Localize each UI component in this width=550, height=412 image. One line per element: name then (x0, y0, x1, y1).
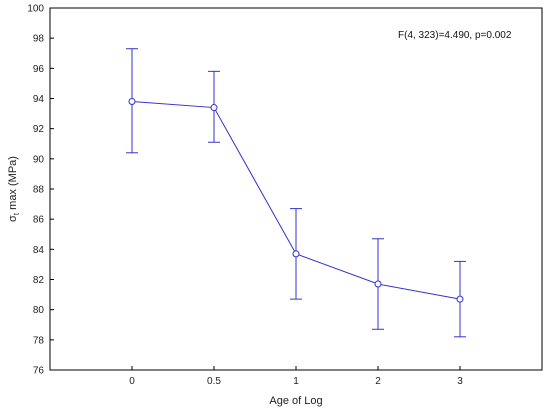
y-tick-label: 84 (33, 245, 45, 256)
x-axis-title: Age of Log (269, 395, 322, 407)
y-axis: 76 78 80 82 84 86 88 90 92 94 96 98 100 (27, 4, 54, 377)
data-points (128, 98, 464, 303)
x-tick-label: 3 (457, 376, 463, 387)
y-tick-label: 96 (33, 64, 45, 75)
y-axis-title-symbol: σ (7, 215, 19, 222)
y-tick-label: 100 (27, 4, 44, 15)
y-tick-label: 86 (33, 215, 45, 226)
y-tick-label: 88 (33, 185, 45, 196)
y-tick-label: 98 (33, 34, 45, 45)
x-tick-label: 0 (129, 376, 135, 387)
y-tick-label: 90 (33, 154, 45, 165)
y-axis-title-rest: max (MPa) (7, 156, 19, 213)
x-tick-label: 2 (375, 376, 381, 387)
y-tick-label: 80 (33, 305, 45, 316)
y-tick-label: 78 (33, 335, 45, 346)
y-tick-label: 94 (33, 94, 45, 105)
y-tick-label: 76 (33, 366, 45, 377)
data-point (374, 280, 382, 288)
data-point (128, 98, 136, 106)
data-point (292, 250, 300, 258)
x-tick-label: 0.5 (207, 376, 221, 387)
data-point (456, 295, 464, 303)
y-tick-label: 92 (33, 124, 45, 135)
annotation-text: F(4, 323)=4.490, p=0.002 (398, 30, 512, 41)
y-axis-title-subscript: t (12, 212, 21, 215)
plot-area (49, 7, 543, 371)
x-tick-label: 1 (293, 376, 299, 387)
data-point (210, 104, 218, 112)
x-axis: 0 0.5 1 2 3 (129, 366, 463, 387)
y-tick-label: 82 (33, 275, 45, 286)
y-axis-title: σt max (MPa) (7, 156, 21, 222)
